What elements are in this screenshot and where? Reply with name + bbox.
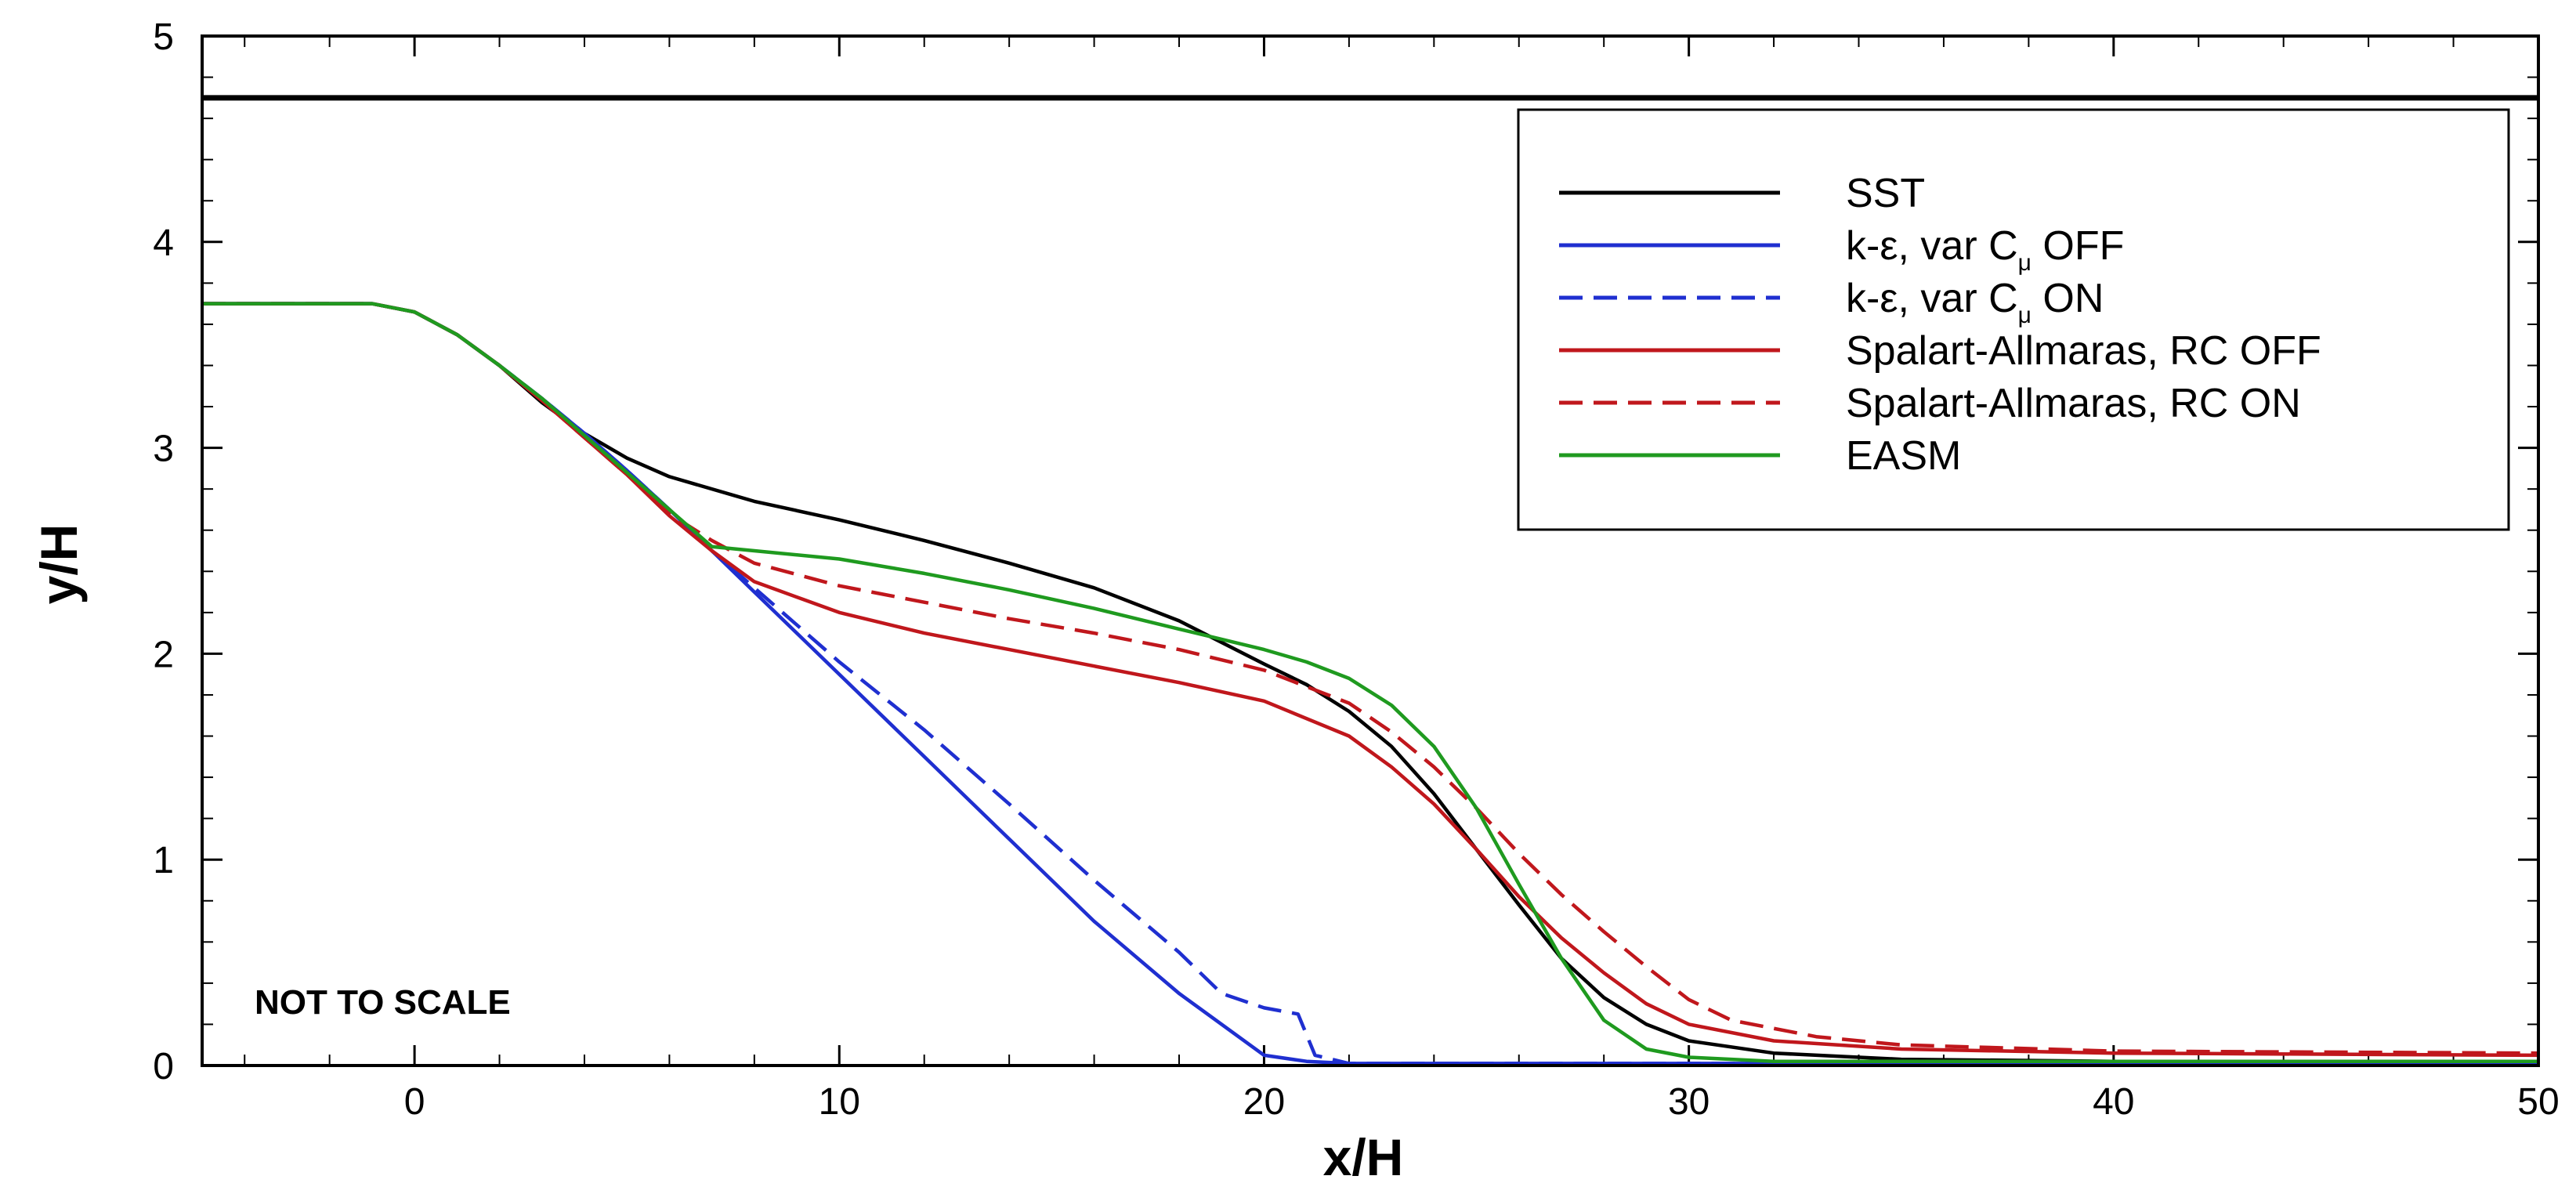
x-tick-label: 30 xyxy=(1668,1081,1709,1123)
legend-label: Spalart-Allmaras, RC OFF xyxy=(1846,328,2321,374)
x-tick-label: 40 xyxy=(2093,1081,2134,1123)
legend-label: Spalart-Allmaras, RC ON xyxy=(1846,381,2301,426)
plot-border xyxy=(201,34,2540,1067)
annotation-not-to-scale: NOT TO SCALE xyxy=(255,983,511,1022)
x-tick-label: 20 xyxy=(1243,1081,1285,1123)
y-tick-label: 1 xyxy=(153,840,174,881)
legend-box xyxy=(1517,108,2510,531)
legend-label: k-ε, var Cμ OFF xyxy=(1846,223,2124,276)
x-tick-label: 10 xyxy=(819,1081,860,1123)
legend-label: EASM xyxy=(1846,433,1961,479)
axes: 0 10 20 30 40 50 0 1 2 3 4 5 xyxy=(153,16,2559,1123)
series-line xyxy=(202,302,2539,1055)
x-tick-label: 0 xyxy=(404,1081,425,1123)
plot-frame xyxy=(201,34,2540,1067)
y-tick-label: 0 xyxy=(153,1046,174,1087)
series-lines xyxy=(202,302,2539,1066)
legend-label: SST xyxy=(1846,171,1925,216)
x-axis-title: x/H xyxy=(1323,1128,1404,1186)
y-tick-label: 3 xyxy=(153,429,174,470)
series-line xyxy=(202,302,2538,1063)
x-tick-label: 50 xyxy=(2517,1081,2559,1123)
y-tick-label: 5 xyxy=(153,16,174,58)
legend-label: k-ε, var Cμ ON xyxy=(1846,276,2104,328)
y-tick-label: 4 xyxy=(153,223,174,264)
y-tick-label: 2 xyxy=(153,634,174,675)
y-axis-title: y/H xyxy=(30,524,88,605)
